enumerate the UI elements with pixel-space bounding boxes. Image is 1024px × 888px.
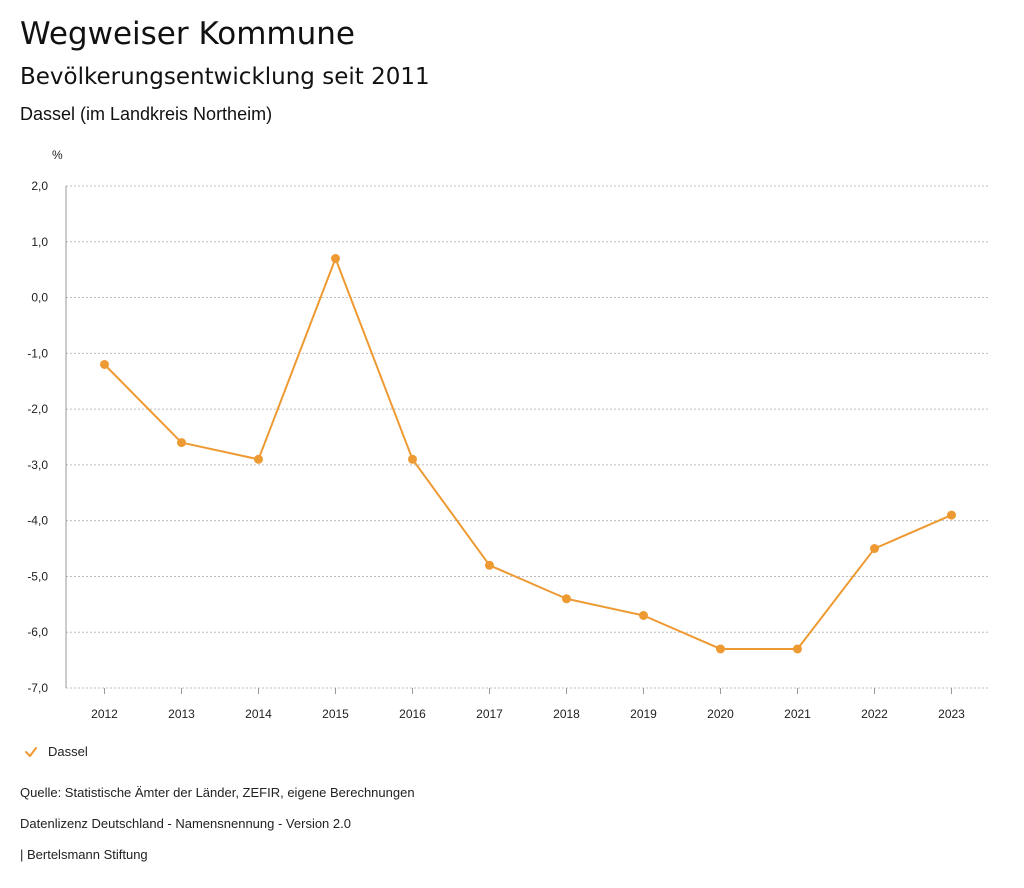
y-tick-label: 2,0	[31, 179, 48, 193]
series-line-dassel	[103, 257, 952, 650]
x-tick-label: 2022	[861, 707, 888, 721]
data-point	[562, 594, 571, 604]
data-point	[177, 438, 186, 448]
y-tick-label: -3,0	[27, 458, 48, 472]
region-label: Dassel (im Landkreis Northeim)	[20, 104, 273, 124]
line-chart: % 2,0 1,0 0,0 -1,0 -2,0 -3,0 -4,0 -5,0 -6,0 -7,0 20…	[27, 148, 990, 721]
data-point	[870, 544, 879, 554]
data-point	[793, 644, 802, 654]
y-tick-label: -5,0	[27, 569, 48, 583]
x-tick-label: 2023	[938, 707, 965, 721]
chart-title: Wegweiser Kommune	[20, 16, 355, 52]
data-point	[485, 560, 494, 570]
x-tick-label: 2021	[784, 707, 811, 721]
x-tick-label: 2012	[91, 707, 118, 721]
legend-label-dassel: Dassel	[48, 744, 88, 759]
data-point	[408, 454, 417, 464]
data-point	[716, 644, 725, 654]
x-tick-label: 2017	[476, 707, 503, 721]
checkmark-icon	[25, 746, 37, 757]
x-tick-label: 2016	[399, 707, 426, 721]
publisher-note: | Bertelsmann Stiftung	[20, 847, 148, 862]
license-note: Datenlizenz Deutschland - Namensnennung …	[20, 816, 351, 831]
y-tick-label: -1,0	[27, 346, 48, 360]
x-tick-label: 2020	[707, 707, 734, 721]
y-tick-label: 0,0	[31, 291, 48, 305]
source-note: Quelle: Statistische Ämter der Länder, Z…	[20, 785, 415, 800]
x-tick-label: 2018	[553, 707, 580, 721]
data-point	[639, 610, 648, 620]
data-point	[254, 454, 263, 464]
x-tick-label: 2015	[322, 707, 349, 721]
y-tick-label: -4,0	[27, 514, 48, 528]
data-point	[947, 510, 956, 520]
y-tick-label: 1,0	[31, 235, 48, 249]
x-tick-label: 2019	[630, 707, 657, 721]
y-tick-label: -2,0	[27, 402, 48, 416]
data-point	[100, 359, 109, 369]
chart-subtitle: Bevölkerungsentwicklung seit 2011	[20, 64, 430, 90]
legend[interactable]: Dassel	[24, 744, 88, 759]
y-axis-unit-label: %	[52, 148, 63, 162]
x-tick-label: 2013	[168, 707, 195, 721]
x-tick-label: 2014	[245, 707, 272, 721]
y-tick-label: -6,0	[27, 625, 48, 639]
data-point	[331, 254, 340, 264]
y-tick-label: -7,0	[27, 681, 48, 695]
